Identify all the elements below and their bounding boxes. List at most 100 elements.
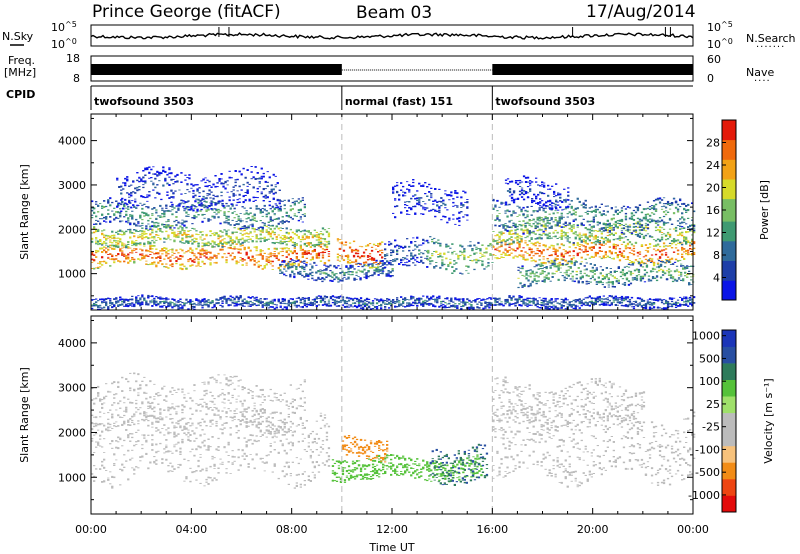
heatmap-cell — [630, 212, 634, 215]
heatmap-cell — [253, 228, 256, 231]
heatmap-cell — [121, 252, 124, 254]
heatmap-cell — [103, 298, 106, 301]
heatmap-cell — [392, 249, 395, 252]
heatmap-cell — [123, 205, 126, 208]
heatmap-cell — [626, 256, 630, 258]
heatmap-cell — [475, 246, 478, 248]
heatmap-cell — [127, 241, 130, 243]
heatmap-cell — [373, 273, 376, 275]
heatmap-cell — [107, 248, 110, 251]
heatmap-cell — [229, 244, 232, 246]
freq-trace — [91, 64, 693, 75]
heatmap-cell — [610, 229, 613, 231]
heatmap-cell — [183, 210, 186, 212]
heatmap-cell — [123, 305, 126, 307]
heatmap-cell — [481, 264, 484, 267]
heatmap-cell — [402, 250, 405, 252]
heatmap-cell — [244, 194, 247, 196]
heatmap-cell — [167, 298, 170, 300]
heatmap-cell — [538, 237, 541, 240]
heatmap-cell — [636, 217, 640, 220]
heatmap-cell — [693, 242, 696, 245]
heatmap-cell — [445, 245, 448, 248]
heatmap-cell — [555, 199, 558, 201]
heatmap-cell — [560, 229, 563, 231]
heatmap-cell — [191, 204, 194, 206]
heatmap-cell — [201, 239, 204, 241]
heatmap-cell — [295, 266, 298, 269]
heatmap-cell — [295, 215, 298, 217]
heatmap-cell — [586, 238, 589, 240]
heatmap-cell — [158, 171, 161, 174]
heatmap-cell — [170, 189, 173, 191]
heatmap-cell — [664, 253, 668, 256]
heatmap-cell — [613, 271, 616, 273]
heatmap-cell — [153, 253, 156, 255]
heatmap-cell — [281, 220, 284, 222]
heatmap-cell — [359, 270, 362, 273]
heatmap-cell — [151, 229, 154, 232]
heatmap-cell — [264, 188, 267, 190]
heatmap-cell — [580, 236, 583, 238]
heatmap-cell — [630, 218, 634, 220]
heatmap-cell — [514, 223, 517, 226]
heatmap-cell — [341, 279, 344, 282]
heatmap-cell — [176, 173, 179, 176]
heatmap-cell — [458, 211, 461, 214]
heatmap-cell — [371, 263, 374, 265]
heatmap-cell — [265, 258, 268, 261]
heatmap-cell — [252, 186, 255, 189]
heatmap-cell — [321, 272, 324, 274]
heatmap-cell — [275, 257, 278, 259]
heatmap-cell — [183, 220, 186, 223]
heatmap-cell — [483, 255, 486, 257]
heatmap-cell — [207, 241, 210, 243]
heatmap-cell — [565, 206, 568, 209]
heatmap-cell — [651, 268, 655, 271]
heatmap-cell — [392, 251, 395, 253]
heatmap-cell — [200, 208, 203, 211]
heatmap-cell — [155, 296, 158, 298]
heatmap-cell — [243, 247, 246, 249]
heatmap-cell — [448, 219, 451, 221]
heatmap-cell — [287, 237, 290, 240]
heatmap-cell — [329, 275, 332, 277]
heatmap-cell — [691, 243, 694, 246]
heatmap-cell — [383, 263, 386, 266]
heatmap-cell — [127, 246, 130, 249]
heatmap-cell — [130, 194, 133, 197]
heatmap-cell — [279, 251, 282, 253]
heatmap-cell — [669, 274, 673, 277]
heatmap-cell — [167, 210, 170, 212]
heatmap-cell — [592, 256, 595, 258]
heatmap-cell — [224, 187, 227, 190]
heatmap-cell — [301, 235, 304, 237]
heatmap-cell — [231, 248, 234, 250]
heatmap-cell — [256, 178, 259, 180]
heatmap-cell — [638, 251, 642, 253]
heatmap-cell — [606, 220, 609, 222]
heatmap-cell — [439, 255, 442, 258]
heatmap-cell — [627, 266, 631, 268]
heatmap-cell — [295, 243, 298, 245]
heatmap-cell — [191, 242, 194, 245]
heatmap-cell — [129, 223, 132, 226]
heatmap-cell — [620, 227, 624, 230]
heatmap-cell — [333, 273, 336, 276]
heatmap-cell — [171, 225, 174, 227]
heatmap-cell — [573, 263, 576, 266]
heatmap-cell — [299, 216, 302, 218]
heatmap-cell — [198, 187, 201, 189]
heatmap-cell — [117, 245, 120, 247]
heatmap-cell — [661, 261, 665, 263]
heatmap-cell — [554, 250, 557, 252]
heatmap-cell — [394, 199, 397, 201]
heatmap-cell — [151, 248, 154, 250]
heatmap-cell — [222, 205, 225, 208]
heatmap-cell — [524, 225, 527, 227]
heatmap-cell — [538, 207, 541, 209]
heatmap-cell — [560, 243, 563, 246]
heatmap-cell — [592, 247, 595, 249]
heatmap-cell — [538, 236, 541, 238]
heatmap-cell — [267, 256, 270, 259]
